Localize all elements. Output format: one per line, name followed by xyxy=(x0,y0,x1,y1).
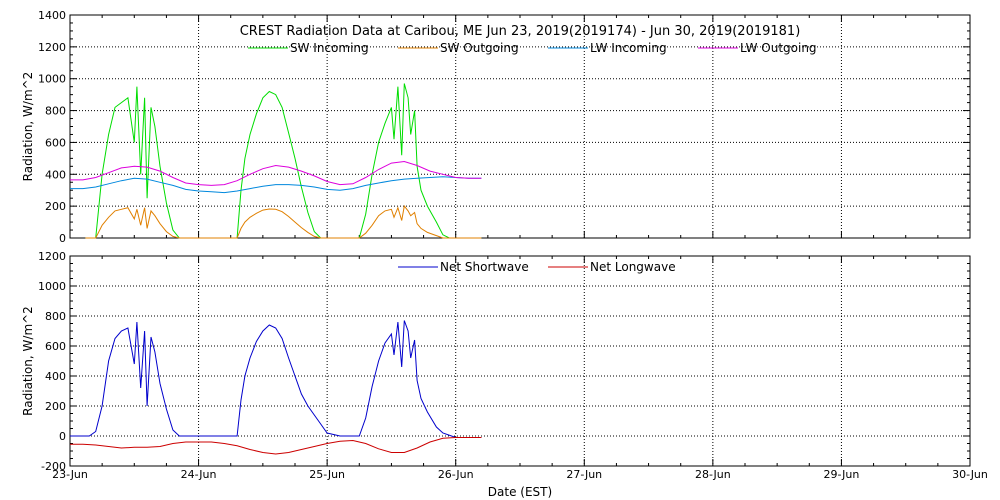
y-tick-label: -200 xyxy=(41,460,66,473)
y-axis-label: Radiation, W/m^2 xyxy=(21,72,35,182)
y-tick-label: 0 xyxy=(59,232,66,245)
y-tick-label: 1000 xyxy=(38,73,66,86)
chart-title: CREST Radiation Data at Caribou, ME Jun … xyxy=(240,24,801,39)
legend-label: Net Longwave xyxy=(590,260,676,274)
x-tick-label: 30-Jun xyxy=(952,468,988,481)
x-tick-label: 25-Jun xyxy=(309,468,345,481)
y-tick-label: 200 xyxy=(45,200,66,213)
x-tick-label: 26-Jun xyxy=(438,468,474,481)
legend-label: Net Shortwave xyxy=(440,260,529,274)
plot-frame xyxy=(69,255,971,467)
series-line-net-shortwave xyxy=(70,320,482,438)
y-tick-label: 600 xyxy=(45,136,66,149)
legend-label: SW Incoming xyxy=(290,41,369,55)
x-tick-label: 23-Jun xyxy=(52,468,88,481)
legend-label: LW Incoming xyxy=(590,41,667,55)
series-line-lw-outgoing xyxy=(70,160,482,186)
y-tick-label: 600 xyxy=(45,340,66,353)
y-tick-label: 0 xyxy=(59,430,66,443)
x-tick-label: 29-Jun xyxy=(824,468,860,481)
series-line-net-longwave xyxy=(70,437,482,455)
top-panel: 0 200 400 600 800 1000 1200 1400 Radiation, W/m^… xyxy=(21,9,971,245)
y-tick-label: 400 xyxy=(45,370,66,383)
y-tick-label: 200 xyxy=(45,400,66,413)
x-tick-label: 24-Jun xyxy=(181,468,217,481)
y-tick-label: 800 xyxy=(45,310,66,323)
y-axis-label: Radiation, W/m^2 xyxy=(21,306,35,416)
x-tick-label: 28-Jun xyxy=(695,468,731,481)
legend-label: SW Outgoing xyxy=(440,41,519,55)
y-tick-label: 400 xyxy=(45,168,66,181)
y-tick-label: 800 xyxy=(45,105,66,118)
legend-label: LW Outgoing xyxy=(740,41,817,55)
series-line-sw-outgoing xyxy=(85,204,482,239)
x-tick-label: 27-Jun xyxy=(566,468,602,481)
bottom-panel: -200 0 200 400 600 800 1000 1200 Radiation, W/m^… xyxy=(21,250,988,499)
y-tick-label: 1400 xyxy=(38,9,66,22)
x-axis-label: Date (EST) xyxy=(488,485,552,499)
y-tick-label: 1200 xyxy=(38,41,66,54)
series-line-sw-incoming xyxy=(85,83,482,239)
plot-frame xyxy=(69,14,971,239)
y-tick-label: 1000 xyxy=(38,280,66,293)
series-line-lw-incoming xyxy=(70,176,482,194)
y-tick-label: 1200 xyxy=(38,250,66,263)
